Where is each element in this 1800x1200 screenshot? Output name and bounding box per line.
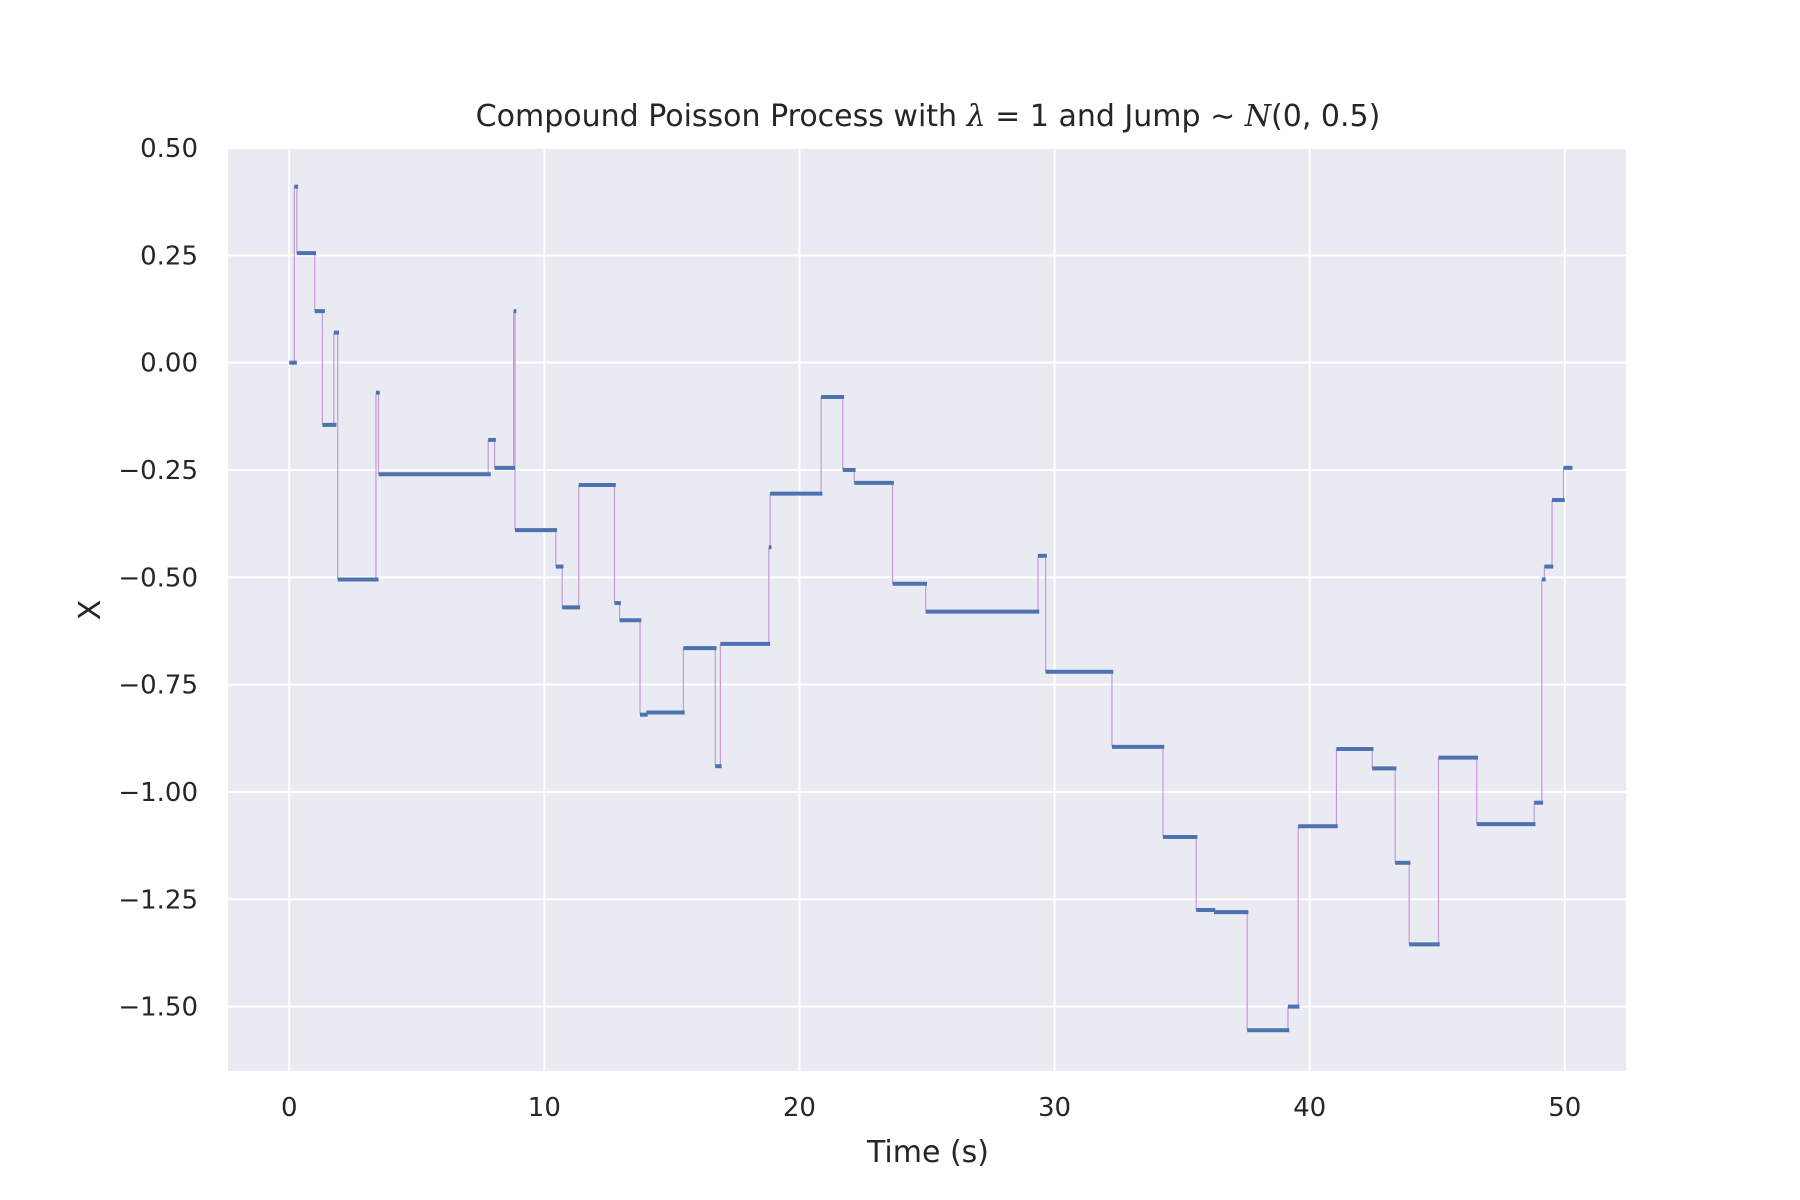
- title-middle: and Jump ∼: [1049, 99, 1245, 134]
- x-tick-label: 20: [783, 1093, 816, 1123]
- x-tick-label: 30: [1038, 1093, 1071, 1123]
- y-tick-label: −0.75: [118, 671, 198, 701]
- title-dist-symbol: N: [1244, 99, 1273, 134]
- x-tick-label: 40: [1293, 1093, 1326, 1123]
- y-tick-labels: 0.50 0.25 0.00 −0.25 −0.50 −0.75 −1.00 −1.25 −1.…: [118, 134, 198, 1023]
- y-tick-label: −1.50: [118, 993, 198, 1023]
- y-tick-label: −0.25: [118, 456, 198, 486]
- step-segments: [289, 184, 1573, 1033]
- x-tick-labels: 0 10 20 30 40 50: [281, 1093, 1581, 1123]
- x-tick-label: 10: [528, 1093, 561, 1123]
- title-equals-one: = 1: [986, 99, 1049, 134]
- grid-lines: [228, 147, 1626, 1071]
- title-dist-params: (0, 0.5): [1271, 99, 1380, 134]
- plot-area: [228, 148, 1626, 1071]
- y-tick-label: 0.50: [140, 134, 198, 164]
- title-prefix: Compound Poisson Process with: [476, 99, 967, 134]
- y-tick-label: 0.25: [140, 241, 198, 271]
- chart-title: Compound Poisson Process with λ = 1 and …: [476, 99, 1381, 134]
- x-axis-label: Time (s): [866, 1135, 989, 1170]
- y-axis-label: X: [73, 600, 108, 621]
- y-tick-label: 0.00: [140, 349, 198, 379]
- y-tick-label: −0.50: [118, 563, 198, 593]
- jump-lines: [293, 186, 1565, 1031]
- y-tick-label: −1.00: [118, 778, 198, 808]
- title-lambda: λ: [966, 99, 986, 134]
- y-tick-label: −1.25: [118, 885, 198, 915]
- x-tick-label: 0: [281, 1093, 298, 1123]
- x-tick-label: 50: [1548, 1093, 1581, 1123]
